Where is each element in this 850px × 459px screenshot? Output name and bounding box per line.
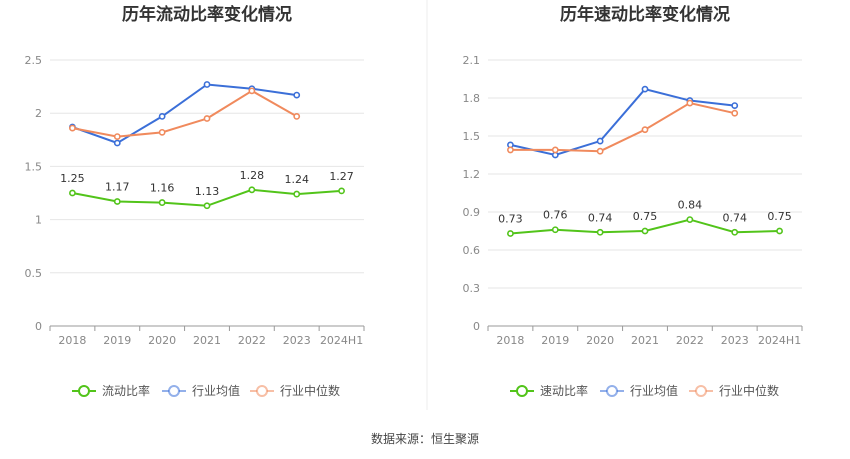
data-point — [641, 126, 649, 134]
x-tick-label: 2020 — [586, 334, 614, 347]
chart-title: 历年流动比率变化情况 — [122, 4, 292, 25]
data-point — [248, 186, 256, 194]
y-tick-label: 0.3 — [463, 282, 481, 295]
data-label: 0.84 — [678, 199, 703, 212]
y-tick-label: 1.5 — [463, 130, 481, 143]
data-point — [338, 187, 345, 195]
data-point — [69, 189, 76, 197]
series-line — [72, 83, 297, 145]
data-label: 0.76 — [543, 209, 568, 222]
chart-title: 历年速动比率变化情况 — [560, 4, 730, 25]
legend-label: 速动比率 — [540, 383, 588, 398]
y-tick-label: 1.2 — [463, 168, 481, 181]
data-point — [507, 146, 514, 154]
data-point — [641, 85, 649, 93]
y-tick-label: 0.6 — [463, 244, 481, 257]
data-point — [69, 124, 76, 132]
x-tick-label: 2023 — [283, 334, 311, 347]
data-point — [113, 133, 121, 141]
y-tick-label: 2.5 — [25, 54, 43, 67]
data-point — [113, 198, 121, 205]
data-point — [641, 227, 649, 235]
y-tick-label: 0.9 — [463, 206, 481, 219]
legend-label: 流动比率 — [102, 383, 150, 398]
data-point — [248, 87, 256, 95]
data-label: 0.73 — [498, 213, 523, 226]
data-point — [731, 228, 739, 236]
legend-marker — [256, 385, 268, 397]
x-tick-label: 2019 — [541, 334, 569, 347]
data-point — [158, 199, 166, 206]
y-tick-label: 1 — [35, 214, 42, 227]
data-point — [731, 109, 739, 117]
legend-marker — [695, 385, 707, 397]
data-point — [203, 115, 211, 122]
data-point — [596, 228, 604, 236]
data-point — [686, 99, 694, 107]
series-line — [510, 102, 735, 153]
data-point — [551, 226, 559, 234]
y-tick-label: 1.8 — [463, 92, 481, 105]
data-point — [113, 139, 121, 147]
data-point — [158, 128, 166, 136]
y-tick-label: 0.5 — [25, 267, 43, 280]
series-line — [510, 88, 735, 157]
legend-marker — [168, 385, 180, 397]
data-point — [293, 190, 301, 198]
y-tick-label: 2.1 — [463, 54, 481, 67]
legend-marker — [606, 385, 618, 397]
x-tick-label: 2024H1 — [758, 334, 801, 347]
legend-label: 行业中位数 — [719, 383, 779, 398]
x-tick-label: 2024H1 — [320, 334, 363, 347]
x-tick-label: 2021 — [193, 334, 221, 347]
legend-label: 行业均值 — [630, 383, 678, 398]
data-point — [507, 230, 514, 237]
current-ratio-chart: 历年流动比率变化情况 0 0.5 1 1.5 2 2.5 2018 2019 2020 2021 20… — [25, 4, 365, 398]
source-caption: 数据来源：恒生聚源 — [371, 431, 479, 446]
y-tick-label: 2 — [35, 107, 42, 120]
data-point — [293, 91, 301, 99]
legend-marker — [516, 385, 528, 397]
data-label: 1.25 — [60, 172, 85, 185]
data-label: 0.74 — [588, 211, 613, 224]
y-tick-label: 1.5 — [25, 160, 43, 173]
x-tick-label: 2020 — [148, 334, 176, 347]
x-tick-label: 2018 — [496, 334, 524, 347]
data-label: 0.75 — [633, 210, 658, 223]
data-point — [203, 81, 211, 88]
data-label: 1.28 — [240, 169, 265, 182]
y-tick-label: 0 — [35, 320, 42, 333]
data-label: 1.24 — [284, 173, 309, 186]
data-point — [686, 216, 694, 223]
x-tick-label: 2022 — [676, 334, 704, 347]
quick-ratio-chart: 历年速动比率变化情况 0 0.3 0.6 0.9 1.2 1.5 1.8 2.1 2018 2019… — [463, 4, 803, 398]
data-point — [596, 137, 604, 145]
legend-label: 行业中位数 — [280, 383, 340, 398]
data-point — [203, 202, 211, 210]
legend-marker — [78, 385, 90, 397]
data-label: 0.74 — [722, 211, 747, 224]
y-tick-label: 0 — [473, 320, 480, 333]
data-label: 1.13 — [195, 185, 220, 198]
data-label: 0.75 — [767, 210, 792, 223]
legend-label: 行业均值 — [192, 383, 240, 398]
data-label: 1.17 — [105, 181, 130, 194]
data-point — [596, 147, 604, 155]
x-tick-label: 2022 — [238, 334, 266, 347]
data-point — [551, 146, 559, 154]
data-point — [776, 227, 783, 235]
data-point — [293, 112, 301, 120]
data-label: 1.27 — [329, 170, 354, 183]
data-label: 1.16 — [150, 182, 175, 195]
data-point — [158, 112, 166, 120]
x-tick-label: 2023 — [721, 334, 749, 347]
data-point — [731, 102, 739, 109]
series-line — [72, 89, 298, 138]
x-tick-label: 2021 — [631, 334, 659, 347]
x-tick-label: 2019 — [103, 334, 131, 347]
x-tick-label: 2018 — [58, 334, 86, 347]
